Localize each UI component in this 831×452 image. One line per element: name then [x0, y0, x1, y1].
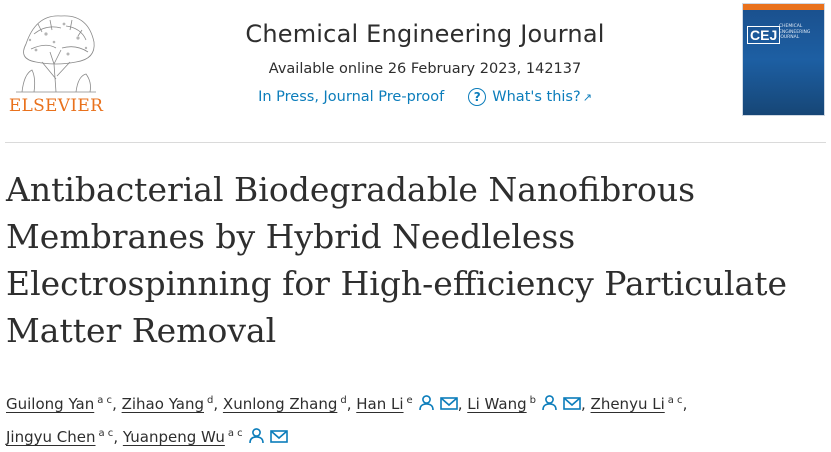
author-entry: Guilong Yan a c, — [6, 395, 122, 413]
journal-title[interactable]: Chemical Engineering Journal — [245, 20, 605, 48]
author-separator: , — [457, 395, 468, 413]
article-title: Antibacterial Biodegradable Nanofibrous … — [6, 170, 788, 350]
author-name-link[interactable]: Yuanpeng Wu — [122, 428, 225, 446]
elsevier-wordmark: ELSEVIER — [8, 96, 104, 116]
whats-this-link[interactable]: What's this? ↗ — [492, 89, 592, 105]
elsevier-logo[interactable]: ELSEVIER — [6, 4, 106, 116]
author-name-link[interactable]: Jingyu Chen — [6, 428, 96, 446]
author-entry: Zihao Yang d, — [122, 395, 223, 413]
author-entry: Jingyu Chen a c, — [6, 428, 123, 446]
author-separator: , — [346, 395, 357, 413]
affiliation-marker[interactable]: a c — [227, 428, 243, 439]
author-name-link[interactable]: Xunlong Zhang — [222, 395, 338, 413]
cover-abbrev: CEJ — [747, 26, 781, 44]
author-name-link[interactable]: Zhenyu Li — [590, 395, 665, 413]
affiliation-marker[interactable]: d — [340, 395, 347, 406]
affiliation-marker[interactable]: a c — [98, 428, 114, 439]
author-entry: Zhenyu Li a c, — [591, 395, 688, 413]
available-online-date: Available online 26 February 2023, 14213… — [268, 61, 582, 77]
envelope-icon[interactable] — [563, 396, 581, 411]
cover-subtitle: CHEMICAL ENGINEERING JOURNAL — [779, 24, 811, 40]
author-list: Guilong Yan a c, Zihao Yang d, Xunlong Zha… — [6, 386, 821, 452]
author-entry: Xunlong Zhang d, — [223, 395, 356, 413]
author-separator: , — [213, 395, 223, 413]
author-entry: Li Wang b, — [467, 395, 590, 413]
author-name-link[interactable]: Zihao Yang — [121, 395, 205, 413]
person-icon[interactable] — [541, 394, 558, 411]
article-status-row: In Press, Journal Pre-proof ? What's thi… — [170, 88, 680, 106]
header-divider — [5, 142, 826, 143]
external-arrow-icon: ↗ — [582, 91, 592, 104]
envelope-icon[interactable] — [269, 429, 288, 444]
affiliation-marker[interactable]: d — [207, 395, 214, 406]
author-separator: , — [113, 428, 123, 446]
affiliation-marker[interactable]: a c — [667, 395, 683, 406]
affiliation-marker[interactable]: b — [529, 395, 536, 406]
elsevier-tree-icon — [16, 15, 96, 93]
affiliation-marker[interactable]: a c — [97, 395, 113, 406]
author-separator: , — [112, 395, 122, 413]
author-separator: , — [682, 395, 688, 413]
cover-top-band — [743, 4, 824, 10]
in-press-link[interactable]: In Press, Journal Pre-proof — [258, 89, 445, 105]
author-entry: Han Li e, — [356, 395, 467, 413]
question-circle-icon[interactable]: ? — [468, 88, 487, 106]
envelope-icon[interactable] — [439, 396, 458, 411]
author-entry: Yuanpeng Wu a c — [123, 428, 288, 446]
author-name-link[interactable]: Han Li — [356, 395, 404, 413]
author-name-link[interactable]: Li Wang — [467, 395, 527, 413]
journal-cover-image[interactable]: CEJ CHEMICAL ENGINEERING JOURNAL — [743, 4, 824, 115]
author-separator: , — [581, 395, 591, 413]
person-icon[interactable] — [418, 394, 435, 411]
person-icon[interactable] — [248, 427, 265, 444]
whats-this-label: What's this? — [492, 89, 581, 105]
author-name-link[interactable]: Guilong Yan — [6, 395, 95, 413]
affiliation-marker[interactable]: e — [406, 395, 413, 406]
